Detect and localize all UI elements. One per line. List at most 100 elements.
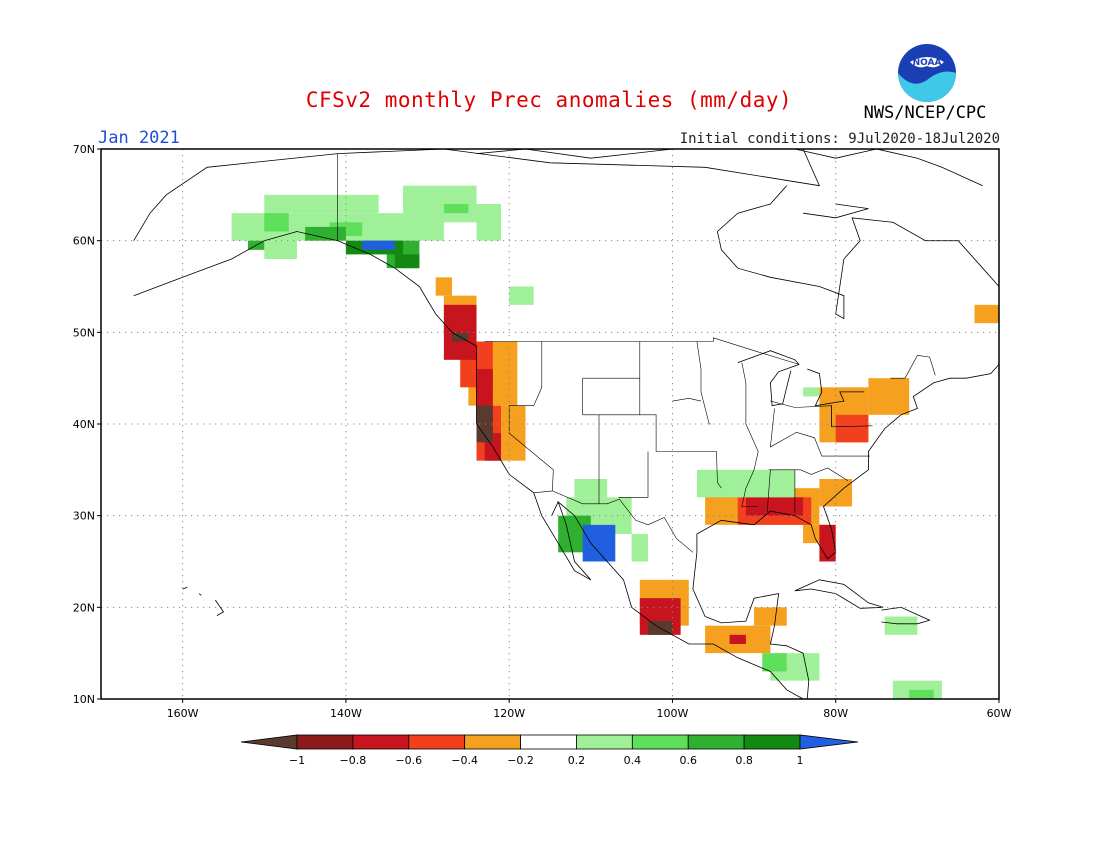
state-boundary bbox=[890, 354, 936, 379]
colorbar-label: 1 bbox=[797, 754, 804, 767]
agency-label: NWS/NCEP/CPC bbox=[863, 103, 987, 123]
anomaly-cell bbox=[435, 277, 453, 296]
coastline bbox=[696, 364, 1000, 560]
state-boundary bbox=[582, 377, 641, 416]
anomaly-cell bbox=[762, 653, 787, 672]
lat-tick-label: 10N bbox=[73, 693, 95, 706]
colorbar-segment bbox=[464, 734, 521, 750]
colorbar-label: 0.6 bbox=[679, 754, 697, 767]
colorbar-label: −0.4 bbox=[451, 754, 478, 767]
latitude-ticks: 10N 20N 30N 40N 50N 60N 70N bbox=[73, 143, 101, 706]
colorbar-label: 0.4 bbox=[624, 754, 642, 767]
anomaly-cell bbox=[696, 469, 795, 498]
lat-tick-label: 20N bbox=[73, 601, 95, 614]
chart-title: CFSv2 monthly Prec anomalies (mm/day) bbox=[305, 88, 793, 112]
anomaly-cell bbox=[443, 204, 469, 214]
anomaly-cell bbox=[819, 479, 853, 507]
colorbar-over-arrow bbox=[799, 734, 859, 750]
anomaly-cell bbox=[884, 616, 918, 635]
colorbar-segment bbox=[352, 734, 410, 750]
svg-text:NOAA: NOAA bbox=[913, 58, 942, 68]
anomaly-cell bbox=[974, 304, 999, 324]
anomaly-cell bbox=[868, 378, 910, 415]
colorbar-segment bbox=[576, 734, 633, 750]
coastline bbox=[214, 599, 225, 616]
colorbar-segment bbox=[296, 734, 354, 750]
anomaly-cell bbox=[501, 405, 526, 461]
lon-tick-label: 60W bbox=[987, 707, 1012, 720]
coastline bbox=[133, 148, 821, 241]
colorbar-label: −0.2 bbox=[507, 754, 534, 767]
coastline bbox=[476, 148, 673, 159]
lon-tick-label: 140W bbox=[330, 707, 362, 720]
coastline bbox=[716, 185, 787, 250]
colorbar-segment bbox=[408, 734, 466, 750]
anomaly-cell bbox=[909, 689, 934, 699]
colorbar-label: −0.6 bbox=[395, 754, 422, 767]
coastline bbox=[692, 552, 810, 700]
colorbar-under-arrow bbox=[240, 734, 298, 750]
state-boundary bbox=[508, 341, 554, 491]
colorbar: −1 −0.8 −0.6 −0.4 −0.2 0.2 0.4 0.6 0.8 1 bbox=[240, 734, 859, 767]
lat-tick-label: 30N bbox=[73, 510, 95, 523]
state-boundary bbox=[533, 490, 694, 553]
anomaly-cell bbox=[264, 240, 297, 259]
anomaly-cell bbox=[835, 414, 869, 443]
anomaly-cell bbox=[729, 634, 746, 644]
coastline bbox=[721, 217, 1000, 320]
colorbar-label: −1 bbox=[289, 754, 305, 767]
anomaly-cell bbox=[803, 387, 820, 397]
anomaly-cell bbox=[574, 479, 608, 498]
lon-tick-label: 100W bbox=[657, 707, 689, 720]
state-boundary bbox=[768, 467, 849, 482]
colorbar-label: 0.2 bbox=[568, 754, 586, 767]
coastline bbox=[737, 350, 800, 407]
forecast-month-label: Jan 2021 bbox=[98, 128, 180, 148]
coastline bbox=[133, 231, 804, 700]
coastline bbox=[881, 606, 931, 625]
coastline bbox=[551, 501, 559, 516]
coastline bbox=[182, 586, 188, 590]
state-boundary bbox=[484, 337, 800, 365]
colorbar-label: −0.8 bbox=[340, 754, 367, 767]
coastline bbox=[807, 368, 865, 407]
lat-tick-label: 50N bbox=[73, 326, 95, 339]
anomaly-cell bbox=[476, 204, 502, 241]
state-boundary bbox=[696, 341, 711, 425]
anomaly-cell bbox=[264, 213, 289, 232]
coastline bbox=[794, 579, 884, 609]
state-boundary bbox=[741, 362, 759, 507]
initial-conditions-label: Initial conditions: 9Jul2020-18Jul2020 bbox=[679, 131, 1000, 147]
anomaly-cell bbox=[264, 194, 379, 214]
noaa-logo: NOAA bbox=[898, 44, 956, 102]
lon-tick-label: 80W bbox=[823, 707, 848, 720]
anomaly-cell bbox=[582, 524, 616, 562]
anomaly-cell bbox=[362, 240, 395, 250]
colorbar-segment bbox=[631, 734, 689, 750]
lat-tick-label: 60N bbox=[73, 235, 95, 248]
colorbar-segment bbox=[687, 734, 745, 750]
lat-tick-label: 40N bbox=[73, 418, 95, 431]
lat-tick-label: 70N bbox=[73, 143, 95, 156]
anomaly-cell bbox=[819, 524, 836, 562]
anomaly-cell bbox=[509, 286, 534, 305]
anomaly-cell bbox=[476, 405, 493, 443]
coastlines bbox=[133, 148, 1000, 700]
anomaly-cell bbox=[754, 607, 787, 626]
colorbar-segment bbox=[520, 734, 577, 750]
state-boundary bbox=[770, 408, 870, 457]
lon-tick-label: 120W bbox=[493, 707, 525, 720]
lon-tick-label: 160W bbox=[167, 707, 199, 720]
coastline bbox=[794, 148, 983, 187]
coastline bbox=[803, 203, 869, 219]
anomaly-cell bbox=[305, 226, 346, 241]
colorbar-segment bbox=[743, 734, 801, 750]
longitude-ticks: 160W 140W 120W 100W 80W 60W bbox=[167, 699, 1012, 720]
anomaly-cell bbox=[745, 497, 804, 516]
anomaly-cell bbox=[394, 254, 420, 269]
colorbar-label: 0.8 bbox=[735, 754, 753, 767]
anomaly-cell bbox=[631, 534, 648, 562]
coastline bbox=[198, 593, 202, 596]
state-boundary bbox=[639, 414, 722, 489]
